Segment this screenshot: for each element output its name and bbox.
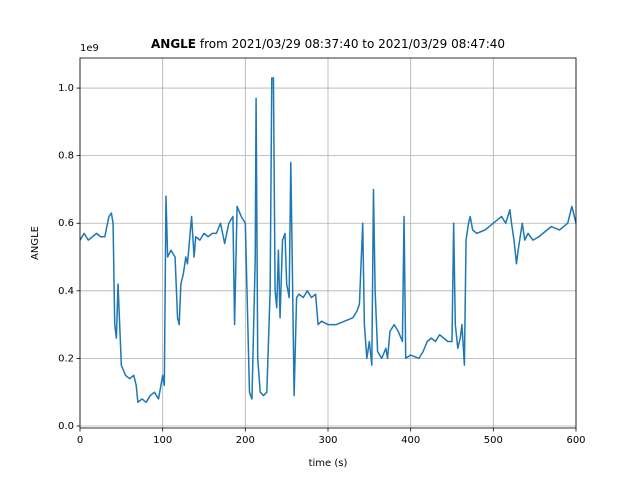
x-axis-label: time (s) — [309, 458, 348, 469]
title-rest: from 2021/03/29 08:37:40 to 2021/03/29 0… — [200, 37, 505, 51]
x-tick-label: 200 — [236, 435, 255, 446]
x-tick-label: 400 — [401, 435, 420, 446]
x-tick-label: 300 — [318, 435, 337, 446]
y-tick-label: 0.4 — [58, 286, 74, 297]
y-tick-label: 0.6 — [58, 218, 74, 229]
y-tick-label: 1.0 — [58, 83, 74, 94]
plot-frame — [79, 57, 577, 429]
y-tick-label: 0.2 — [58, 353, 74, 364]
x-tick-label: 0 — [77, 435, 83, 446]
title-bold: ANGLE — [151, 37, 196, 51]
offset-label: 1e9 — [80, 43, 99, 54]
x-tick-label: 600 — [566, 435, 585, 446]
x-tick-label: 500 — [484, 435, 503, 446]
data-line — [79, 77, 577, 404]
chart-title: ANGLE from 2021/03/29 08:37:40 to 2021/0… — [151, 37, 505, 51]
x-tick-label: 100 — [153, 435, 172, 446]
y-tick-label: 0.0 — [58, 421, 74, 432]
y-axis-label: ANGLE — [30, 226, 41, 260]
y-tick-label: 0.8 — [58, 151, 74, 162]
